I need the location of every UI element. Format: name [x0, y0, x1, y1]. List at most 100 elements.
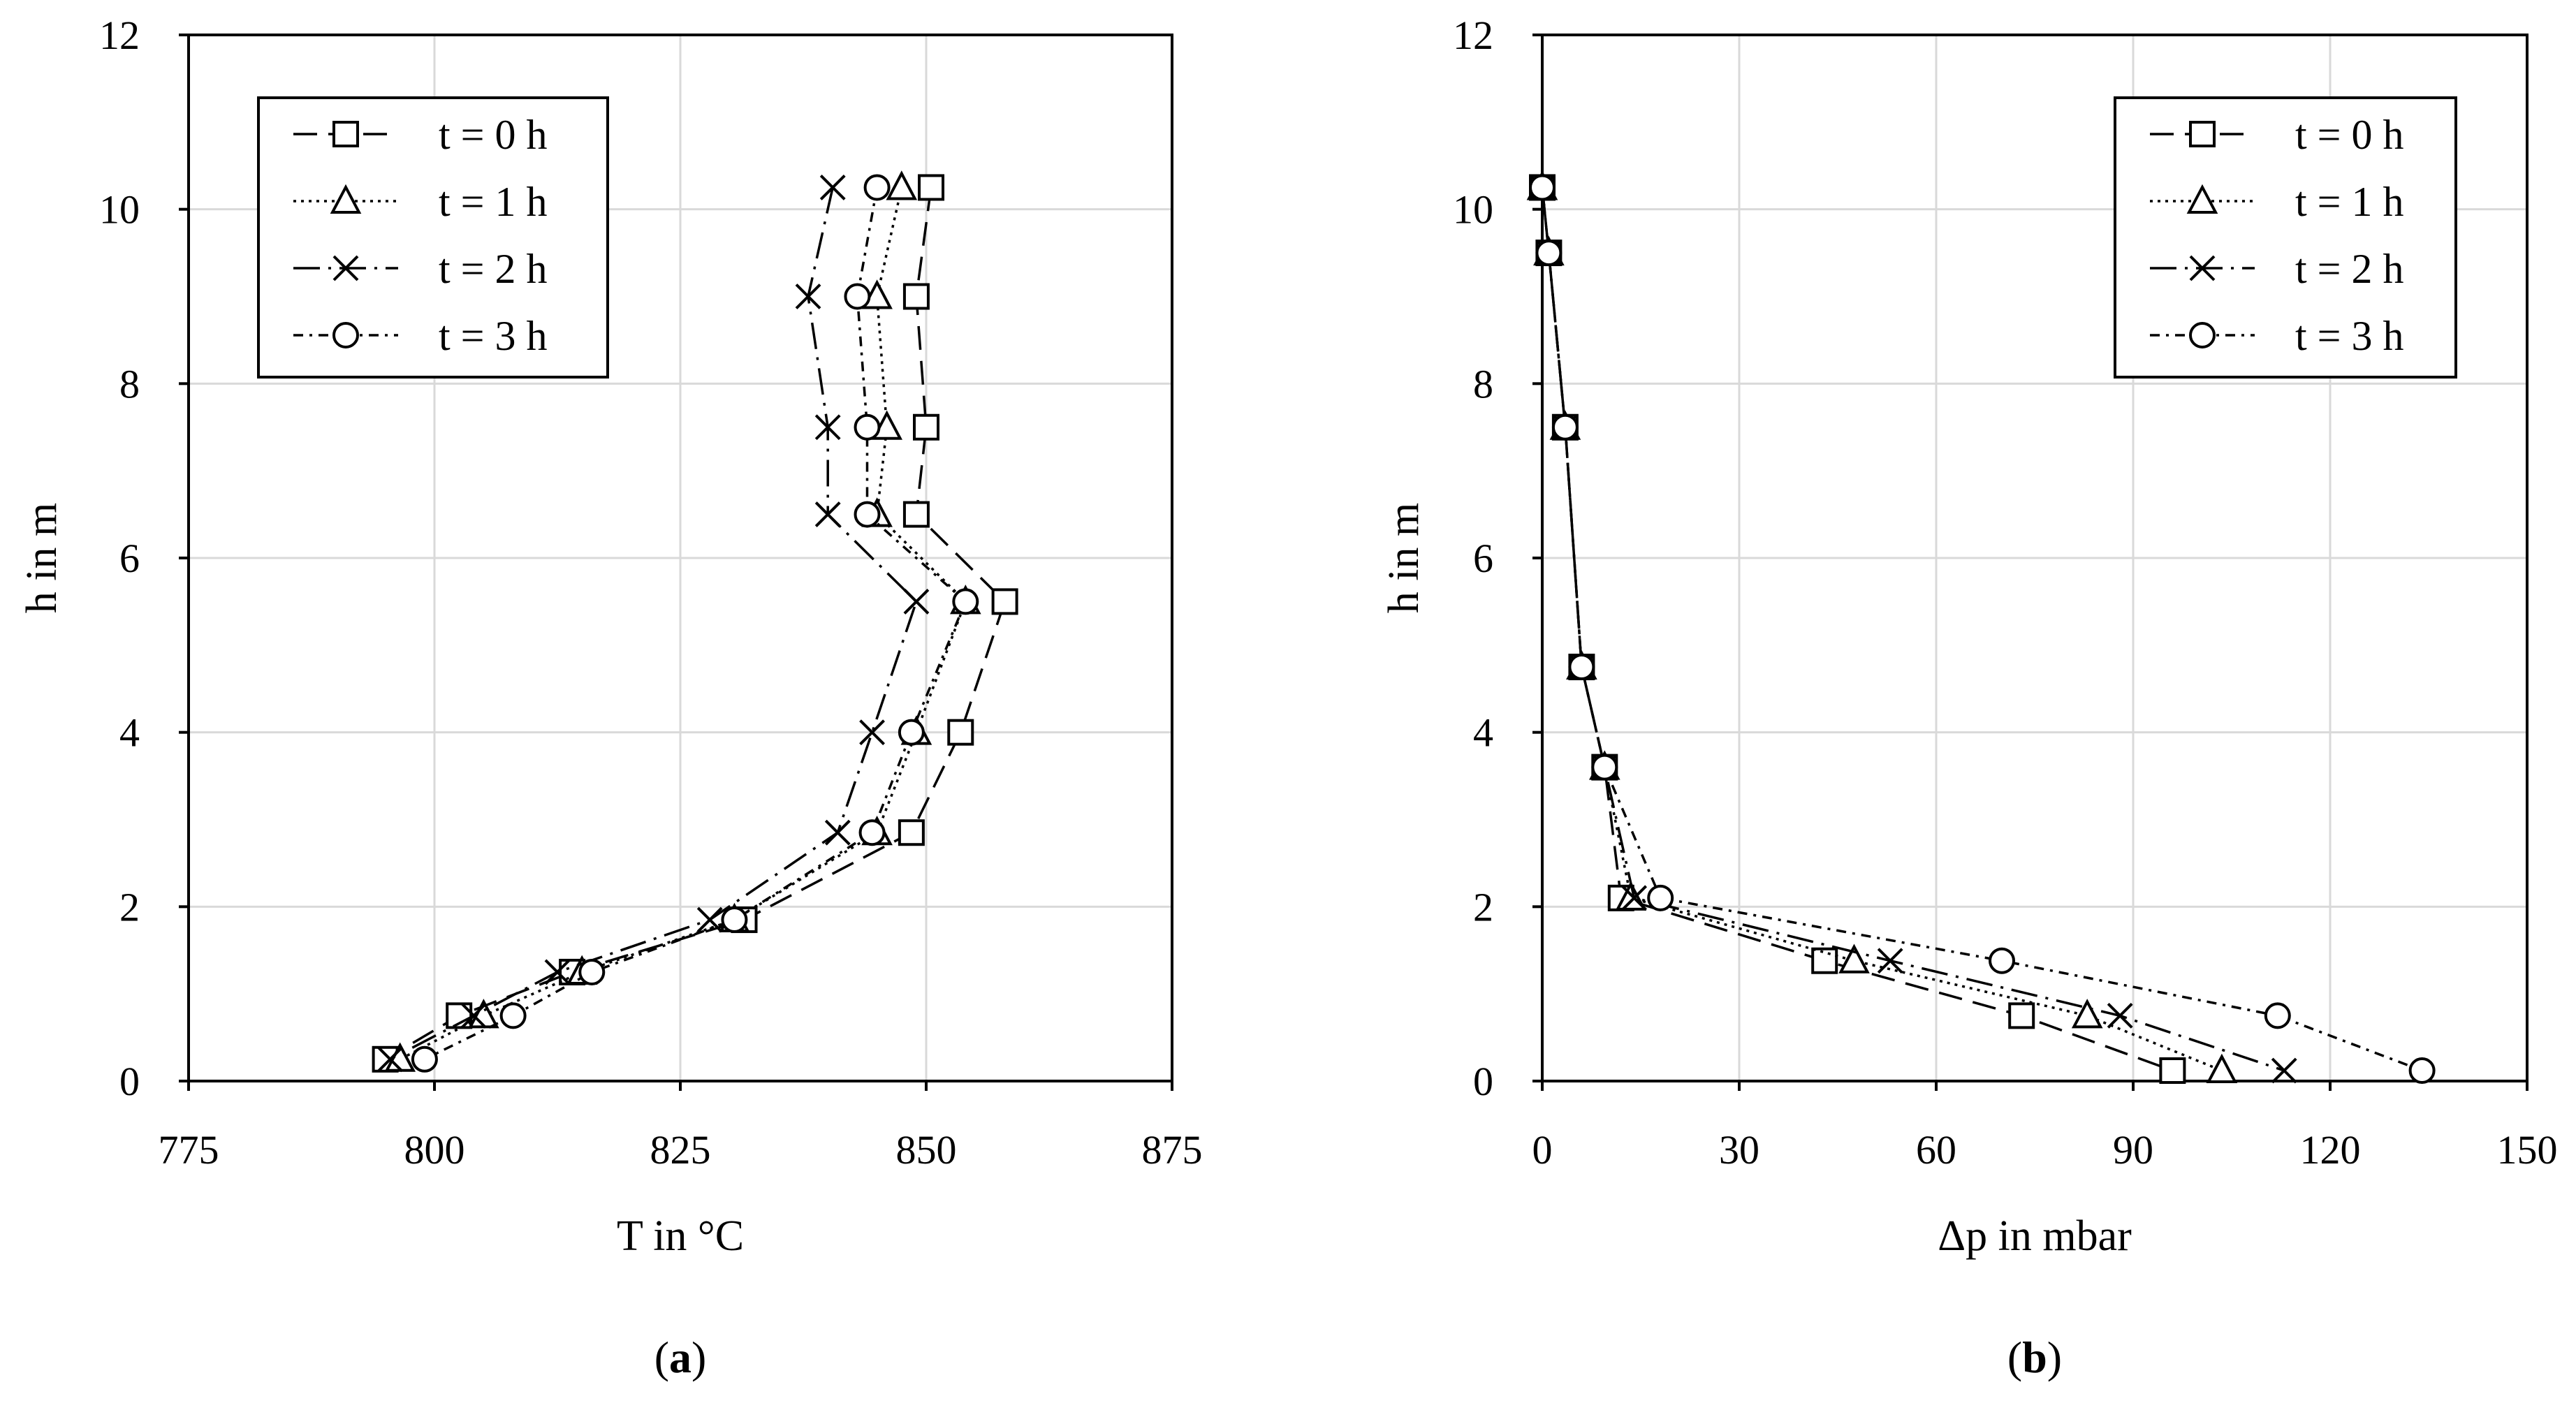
y-tick-label: 10 — [1453, 187, 1493, 233]
data-point-circle — [854, 413, 881, 441]
y-tick-label: 0 — [1473, 1059, 1493, 1104]
panel-label-part: b — [2022, 1332, 2047, 1382]
panel-label-part: ) — [691, 1332, 706, 1382]
y-tick-label: 12 — [1453, 13, 1493, 58]
y-tick-label: 6 — [119, 536, 140, 581]
legend: t = 0 h t = 1 h t = 2 h t = 3 h — [257, 96, 609, 379]
data-point-circle — [2408, 1057, 2436, 1085]
legend-label: t = 1 h — [439, 179, 548, 225]
series-2 — [377, 175, 930, 1073]
data-point-circle — [721, 906, 748, 934]
data-point-circle — [1535, 240, 1563, 267]
data-point-x — [1621, 885, 1648, 911]
legend-box — [2114, 96, 2457, 379]
legend-label: t = 3 h — [2295, 313, 2404, 359]
y-tick-label: 0 — [119, 1059, 140, 1104]
data-point-circle — [844, 283, 871, 310]
data-point-square — [898, 819, 925, 846]
data-point-circle — [578, 958, 606, 985]
legend-marker-square — [2189, 121, 2216, 147]
data-point-circle — [1591, 754, 1618, 781]
data-point-square — [913, 413, 939, 441]
legend-marker-x — [2189, 255, 2216, 281]
data-point-triangle — [1838, 943, 1870, 974]
data-point-square — [1811, 947, 1838, 974]
y-axis-label: h in m — [18, 503, 66, 613]
legend-label: t = 2 h — [439, 246, 548, 292]
data-point-x — [824, 819, 851, 846]
x-tick-label: 90 — [2113, 1127, 2153, 1173]
legend-box — [257, 96, 609, 379]
data-point-x — [814, 414, 841, 441]
legend-marker-triangle — [330, 184, 362, 214]
data-point-circle — [2264, 1002, 2291, 1029]
series-line — [1541, 187, 2173, 1072]
x-tick-label: 850 — [896, 1127, 957, 1173]
legend-marker-x — [332, 255, 359, 281]
legend-marker-circle — [2189, 322, 2216, 348]
x-tick-label: 875 — [1142, 1127, 1203, 1173]
data-point-square — [918, 174, 945, 201]
y-tick-label: 2 — [119, 884, 140, 930]
data-point-circle — [1568, 654, 1595, 681]
data-point-x — [377, 1046, 404, 1073]
panel-label: (a) — [654, 1332, 707, 1382]
legend-label: t = 0 h — [2295, 112, 2404, 158]
data-point-square — [947, 719, 974, 746]
y-tick-label: 4 — [119, 710, 140, 756]
series-0 — [372, 174, 1018, 1073]
data-point-x — [2271, 1057, 2297, 1084]
data-point-circle — [854, 501, 881, 528]
data-point-circle — [411, 1045, 438, 1073]
x-axis-label: T in °C — [617, 1212, 744, 1260]
data-point-circle — [863, 174, 891, 201]
data-point-triangle — [886, 170, 918, 200]
data-point-x — [903, 589, 930, 615]
y-tick-label: 6 — [1473, 536, 1493, 581]
panel-a-temperature: 775 800 825 850 875 0 2 4 6 8 10 12 T in °C h in m (a)… — [18, 13, 1203, 1382]
panel-label: (b) — [2007, 1332, 2062, 1382]
series-line — [389, 187, 918, 1061]
y-tick-label: 8 — [119, 361, 140, 406]
y-axis-label: h in m — [1380, 503, 1428, 613]
x-tick-label: 150 — [2497, 1127, 2558, 1173]
y-tick-label: 12 — [99, 13, 140, 58]
data-point-square — [991, 588, 1018, 615]
series-line — [384, 187, 1007, 1061]
data-point-x — [795, 284, 821, 309]
y-tick-label: 4 — [1473, 710, 1493, 756]
data-point-x — [696, 906, 723, 933]
y-tick-label: 8 — [1473, 361, 1493, 406]
legend-marker-triangle — [2186, 184, 2218, 214]
data-point-circle — [1989, 947, 2015, 974]
panel-label-part: a — [669, 1332, 691, 1382]
data-point-x — [2107, 1002, 2133, 1029]
x-tick-label: 0 — [1532, 1127, 1553, 1173]
series-3 — [1529, 174, 2436, 1085]
data-point-square — [2008, 1002, 2035, 1029]
data-point-circle — [898, 719, 925, 746]
legend-label: t = 2 h — [2295, 246, 2404, 292]
data-point-triangle — [2071, 999, 2103, 1029]
x-tick-label: 800 — [404, 1127, 465, 1173]
legend-label: t = 1 h — [2295, 179, 2404, 225]
legend-label: t = 3 h — [439, 313, 548, 359]
y-tick-label: 2 — [1473, 884, 1493, 930]
x-tick-label: 775 — [159, 1127, 219, 1173]
x-tick-label: 60 — [1916, 1127, 1956, 1173]
data-point-square — [2159, 1057, 2186, 1085]
data-point-x — [544, 959, 571, 985]
x-tick-label: 30 — [1719, 1127, 1759, 1173]
legend-marker-square — [332, 121, 359, 147]
data-point-x — [859, 719, 885, 746]
data-point-square — [902, 283, 930, 310]
data-point-x — [819, 175, 846, 200]
data-point-x — [1877, 948, 1903, 974]
legend: t = 0 h t = 1 h t = 2 h t = 3 h — [2114, 96, 2457, 379]
data-point-circle — [499, 1002, 527, 1029]
legend-label: t = 0 h — [439, 112, 548, 158]
panel-label-part: ( — [654, 1332, 669, 1382]
data-point-x — [814, 501, 841, 527]
series-0 — [1529, 174, 2186, 1085]
data-point-square — [902, 501, 930, 528]
